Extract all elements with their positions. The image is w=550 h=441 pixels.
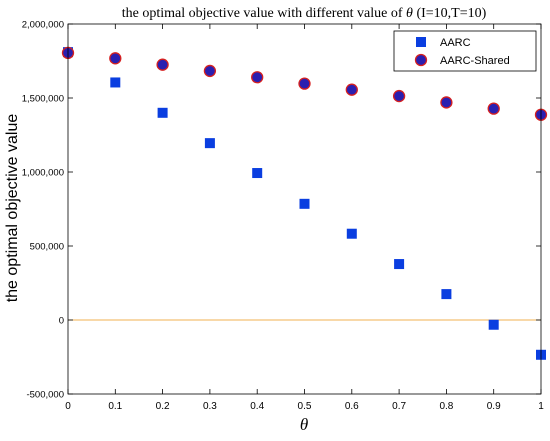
x-tick-label: 0.1 [108,401,122,412]
tick-layer [67,23,542,395]
y-tick-label: 1,000,000 [22,168,64,179]
legend-marker [414,53,428,67]
data-point-circle [203,64,217,78]
data-point-circle [156,58,169,71]
tick-label-layer: 0 0.1 0.2 0.3 0.4 0.5 0.6 0.7 0.8 0.9 1-500,000050… [22,20,544,413]
data-point-circle [251,71,264,84]
data-point-square [157,107,168,118]
data-point-square [252,168,263,179]
data-point-circle [440,96,453,109]
data-point-square [110,77,121,88]
x-tick-label: 0.7 [392,401,406,412]
data-point-circle [298,77,311,90]
x-tick-label: 0.6 [345,401,359,412]
x-tick-label: 0.3 [203,401,217,412]
data-point-square [488,319,499,330]
legend-label: AARC-Shared [440,55,510,67]
chart-title-prefix: the optimal objective value with differe… [122,6,406,21]
x-axis-label: θ [300,415,308,434]
y-tick-label: 1,500,000 [22,94,64,105]
series-aarc-shared [61,46,548,121]
x-tick-label: 0.4 [250,401,264,412]
legend-label: AARC [440,37,471,49]
series-layer [61,46,548,360]
legend: AARC AARC-Shared [393,30,537,72]
series-aarc [63,47,546,360]
chart-title: the optimal objective value with differe… [122,6,487,21]
chart-title-suffix: (I=10,T=10) [413,6,487,21]
y-tick-label: -500,000 [26,390,64,401]
data-point-square [204,138,215,149]
legend-marker [416,37,426,47]
data-point-square [441,289,452,300]
y-axis-label: the optimal objective value [4,114,21,303]
x-tick-label: 0.8 [439,401,453,412]
data-point-circle [392,89,406,103]
x-tick-label: 1 [538,401,544,412]
y-tick-label: 2,000,000 [22,20,64,31]
data-point-square [346,228,357,239]
data-point-circle [345,83,358,96]
x-tick-label: 0 [65,401,71,412]
data-point-square [394,259,405,270]
y-tick-label: 0 [59,316,64,327]
data-point-circle [487,102,500,115]
x-tick-label: 0.5 [298,401,312,412]
data-point-square [299,198,310,209]
chart-title-symbol: θ [406,6,413,21]
x-tick-label: 0.9 [487,401,501,412]
y-tick-label: 500,000 [30,242,64,253]
data-point-circle [109,52,122,65]
x-tick-label: 0.2 [156,401,170,412]
